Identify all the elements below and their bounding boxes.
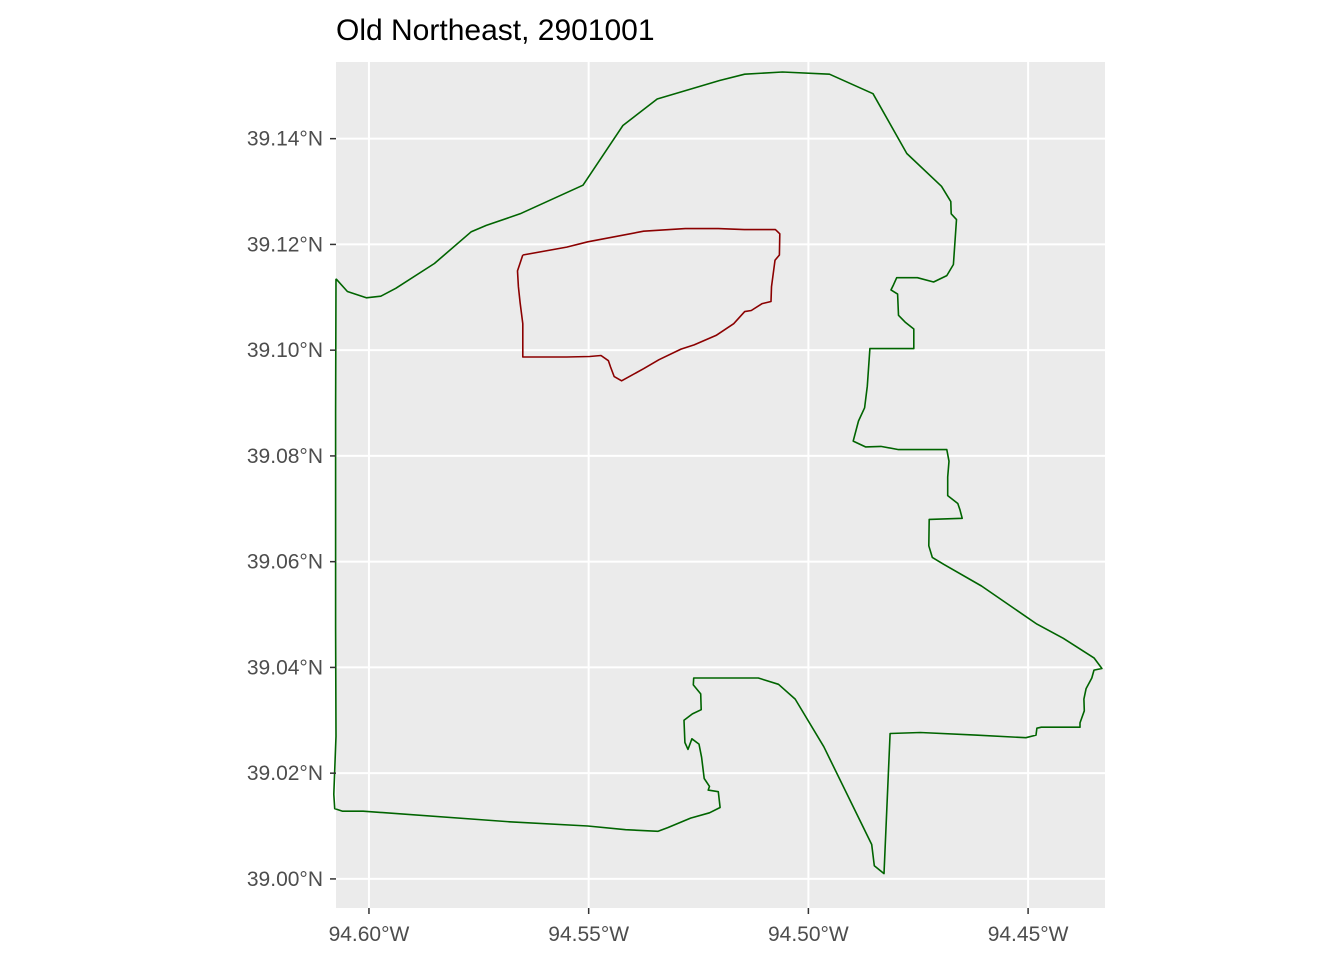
inner-boundary [516,227,781,382]
y-tick-label: 39.10°N [247,339,323,362]
grid-lines [336,62,1105,908]
x-tick-label: 94.55°W [548,923,629,946]
x-tick-label: 94.60°W [329,923,410,946]
y-tick-label: 39.04°N [247,656,323,679]
outer-boundary [332,71,1103,875]
y-tick-label: 39.08°N [247,445,323,468]
y-tick-label: 39.00°N [247,868,323,891]
y-tick-label: 39.14°N [247,128,323,151]
y-tick-label: 39.12°N [247,233,323,256]
boundary-layer [332,71,1103,875]
plot-panel [336,62,1105,908]
x-tick-label: 94.50°W [768,923,849,946]
y-tick-label: 39.02°N [247,762,323,785]
x-tick-label: 94.45°W [988,923,1069,946]
y-axis: 39.00°N 39.02°N 39.04°N 39.06°N 39.08°N 39.10… [247,128,336,891]
map-title: Old Northeast, 2901001 [336,14,655,47]
x-axis: 94.60°W 94.55°W 94.50°W 94.45°W [329,908,1069,946]
y-tick-label: 39.06°N [247,551,323,574]
